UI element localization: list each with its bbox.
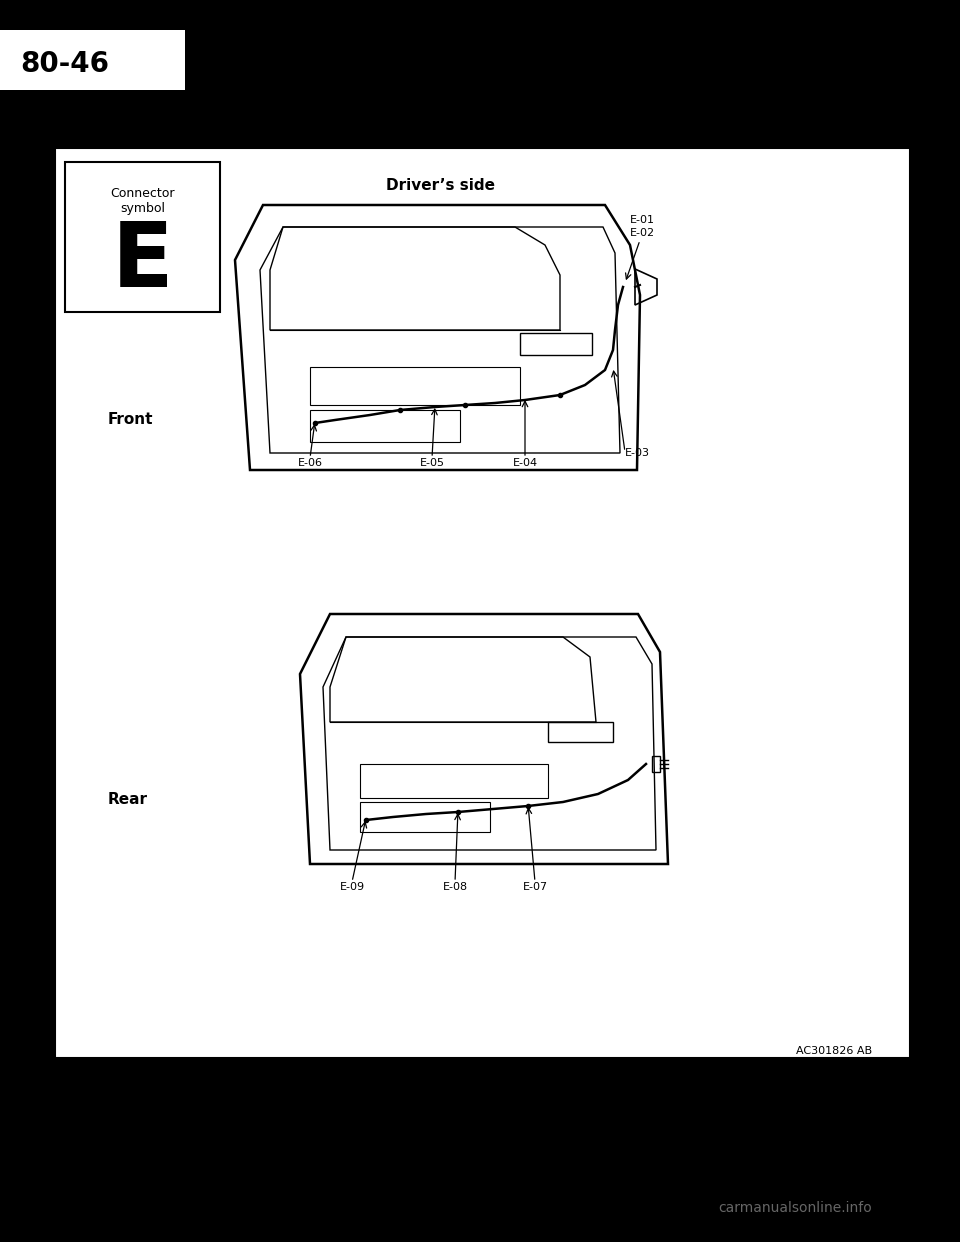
Text: Rear: Rear <box>108 792 148 807</box>
Text: Driver’s side: Driver’s side <box>386 178 494 193</box>
Bar <box>0 30 185 89</box>
Bar <box>360 802 490 832</box>
Text: E-02: E-02 <box>630 229 655 238</box>
Text: carmanualsonline.info: carmanualsonline.info <box>718 1201 872 1215</box>
Bar <box>310 366 520 405</box>
Bar <box>310 410 460 442</box>
Text: E: E <box>111 219 174 306</box>
Text: 80-46: 80-46 <box>20 50 109 78</box>
Text: E-04: E-04 <box>513 458 538 468</box>
Text: E-05: E-05 <box>420 458 444 468</box>
Bar <box>360 764 548 799</box>
Text: E-03: E-03 <box>625 448 650 458</box>
Bar <box>55 148 910 1058</box>
Text: E-08: E-08 <box>443 882 468 892</box>
Text: E-01: E-01 <box>630 215 655 225</box>
Text: E-07: E-07 <box>522 882 547 892</box>
Bar <box>65 161 220 312</box>
Bar <box>652 756 660 773</box>
Text: E-09: E-09 <box>340 882 365 892</box>
Text: E-06: E-06 <box>298 458 323 468</box>
Bar <box>548 722 613 741</box>
Text: Connector
symbol: Connector symbol <box>110 188 175 215</box>
Text: Front: Front <box>108 412 154 427</box>
Bar <box>520 333 592 355</box>
Text: AC301826 AB: AC301826 AB <box>796 1046 872 1056</box>
